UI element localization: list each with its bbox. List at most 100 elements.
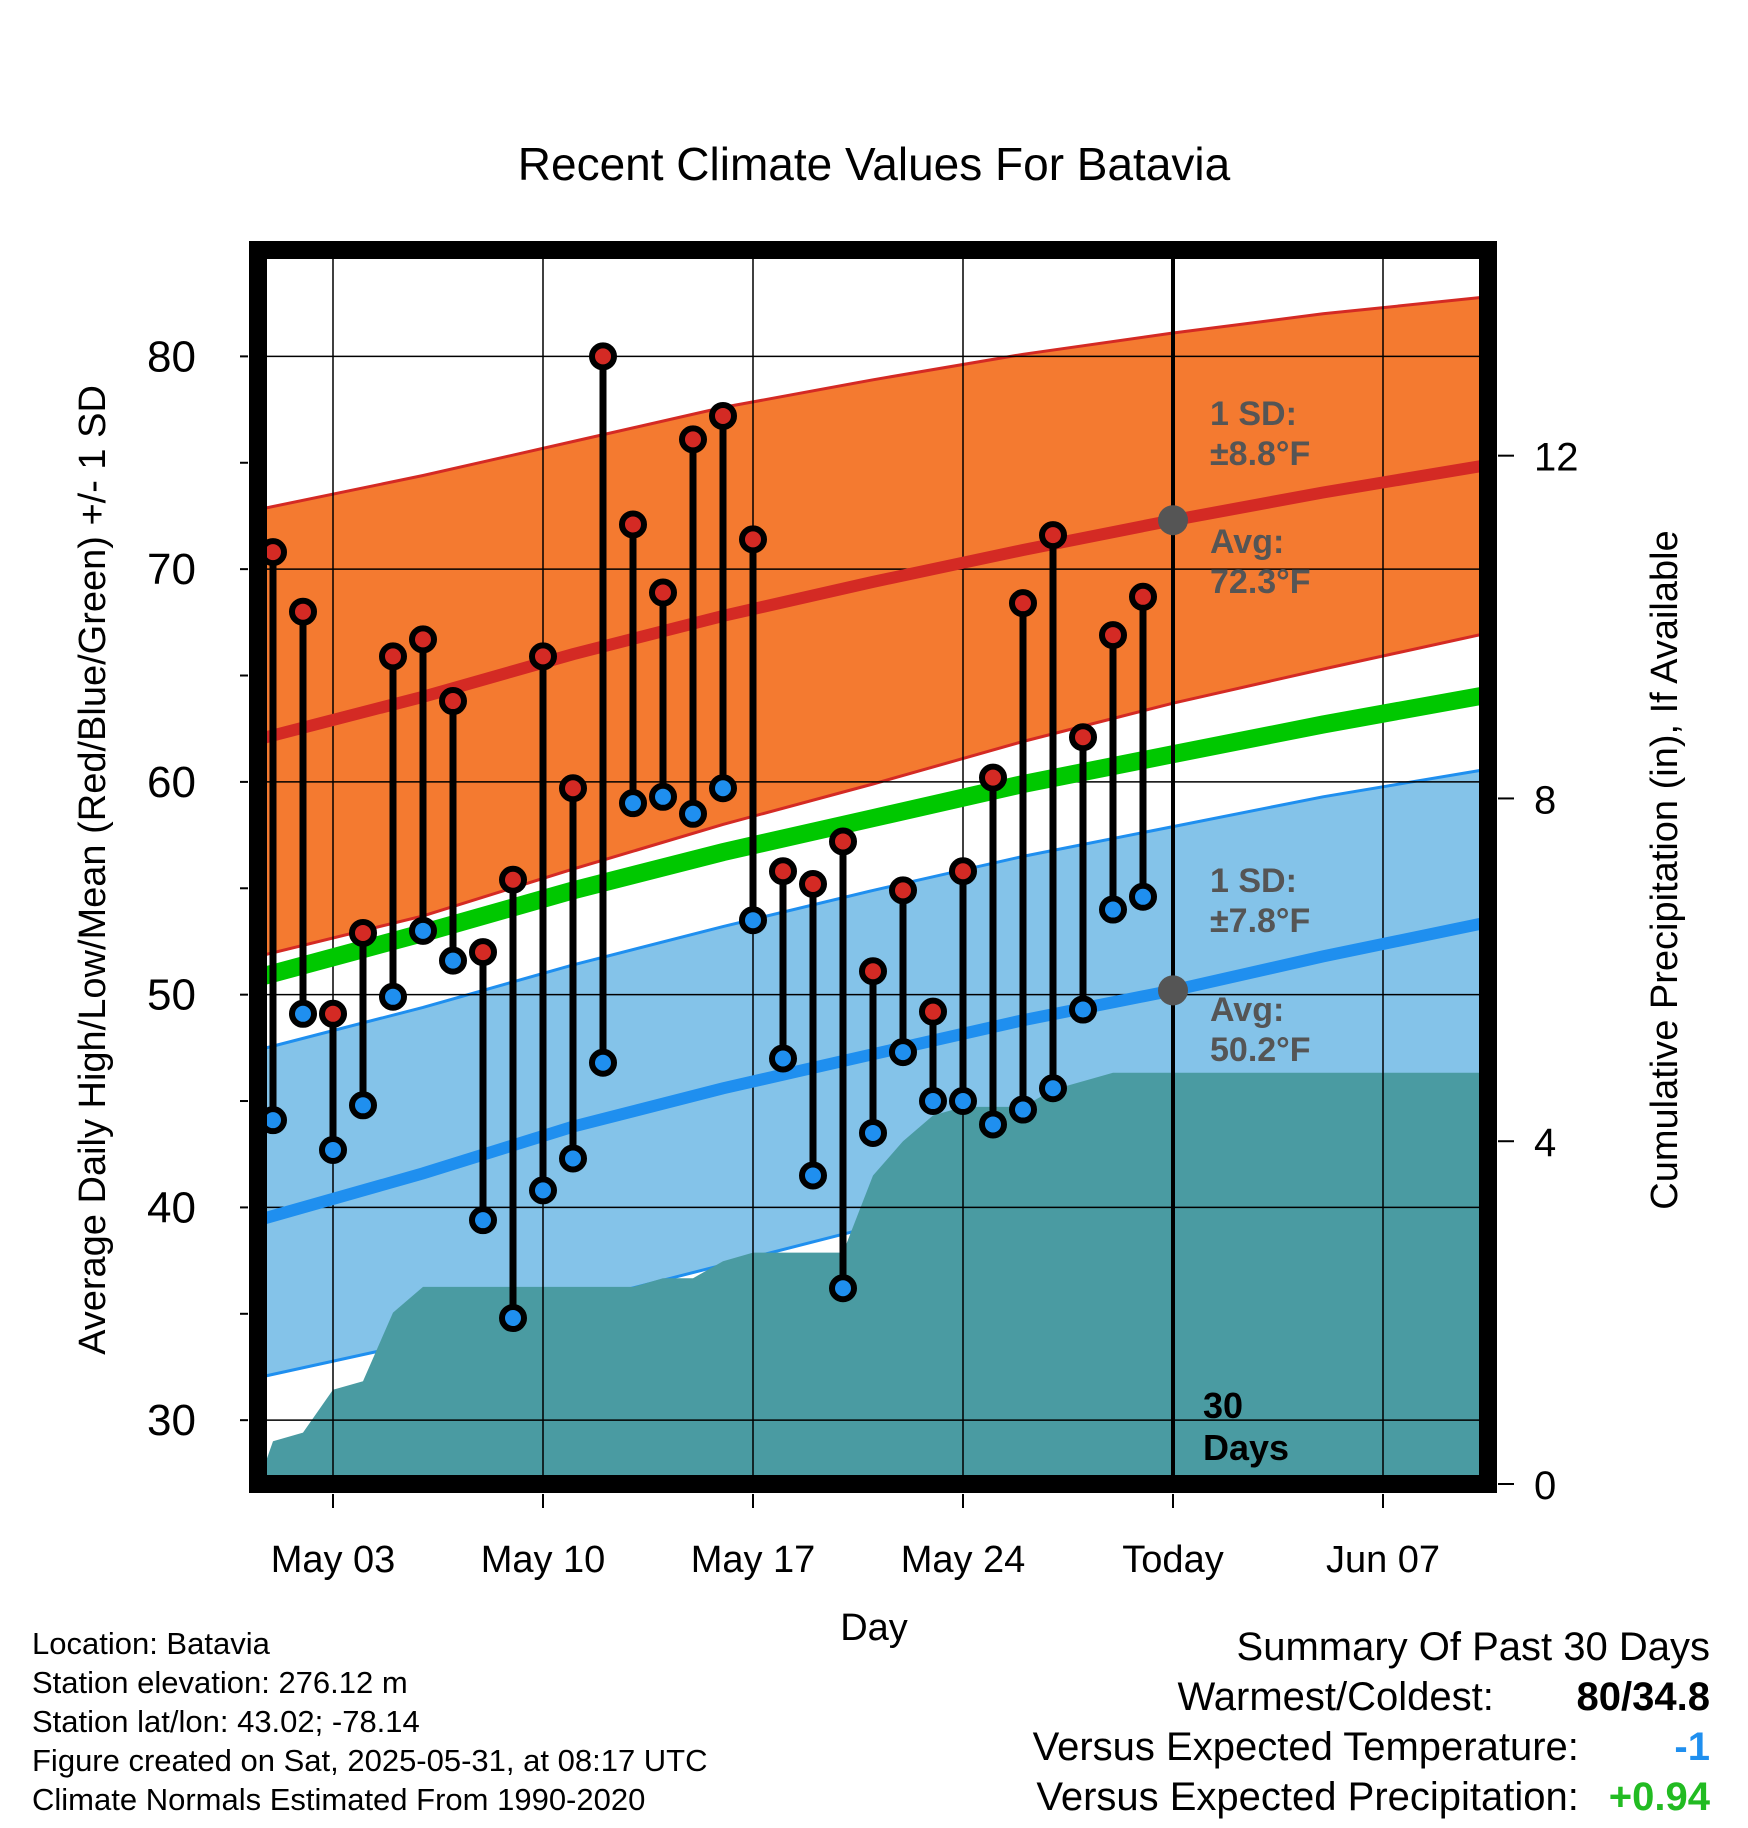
high-sd-value: ±8.8°F: [1210, 435, 1310, 473]
daily-low-point: [1009, 1095, 1037, 1124]
temp-row: Versus Expected Temperature: -1: [1033, 1722, 1710, 1772]
daily-low-point: [889, 1038, 917, 1067]
low-avg-label: Avg:: [1210, 991, 1284, 1029]
high-lower-line: [257, 631, 1489, 958]
daily-low-point: [1039, 1074, 1067, 1103]
plot-area: 30 40 50 60 70 80 0 4 8 12 May 03 May 10 May 17 May 2…: [147, 241, 1579, 1581]
daily-high-point: [739, 525, 767, 554]
daily-high-point: [799, 870, 827, 899]
daily-high-point: [409, 625, 437, 654]
window-days-number: 30: [1203, 1385, 1243, 1426]
daily-high-point: [769, 857, 797, 886]
precip-label: Versus Expected Precipitation:: [1036, 1775, 1579, 1819]
daily-low-point: [1129, 882, 1157, 911]
daily-high-point: [859, 957, 887, 986]
daily-high-point: [379, 642, 407, 671]
daily-low-point: [1099, 895, 1127, 924]
y-tick-label-right: 8: [1534, 778, 1556, 822]
daily-low-point: [979, 1110, 1007, 1139]
daily-high-point: [529, 642, 557, 671]
x-tick-label: May 03: [271, 1539, 396, 1581]
summary-panel: Summary Of Past 30 Days Warmest/Coldest:…: [1033, 1622, 1710, 1822]
y-tick-label-left: 70: [147, 545, 196, 594]
daily-high-point: [289, 597, 317, 626]
y-tick-label-right: 4: [1534, 1121, 1556, 1165]
daily-low-point: [289, 999, 317, 1028]
y-axis-label-right: Cumulative Precipitation (in), If Availa…: [1644, 530, 1686, 1209]
daily-low-point: [739, 906, 767, 935]
daily-low-point: [769, 1044, 797, 1073]
daily-low-point: [589, 1048, 617, 1077]
daily-high-point: [1069, 723, 1097, 752]
elevation-text: Station elevation: 276.12 m: [32, 1665, 408, 1700]
daily-low-point: [949, 1087, 977, 1116]
high-upper-line: [257, 295, 1489, 512]
low-sd-label: 1 SD:: [1210, 862, 1297, 900]
daily-low-point: [799, 1161, 827, 1190]
daily-low-point: [319, 1135, 347, 1164]
daily-low-point: [439, 946, 467, 975]
high-avg-value: 72.3°F: [1210, 563, 1311, 601]
plot-frame: [249, 241, 1497, 1493]
y-tick-label-right: 0: [1534, 1464, 1556, 1508]
precipitation-area: [258, 1072, 1488, 1484]
daily-high-point: [829, 827, 857, 856]
precip-value: +0.94: [1608, 1775, 1710, 1819]
window-days-unit: Days: [1203, 1427, 1289, 1468]
daily-low-point: [829, 1274, 857, 1303]
avg-mean-line: [255, 685, 1490, 987]
y-tick-label-left: 30: [147, 1396, 196, 1445]
daily-high-point: [949, 857, 977, 886]
low-sd-value: ±7.8°F: [1210, 902, 1310, 940]
daily-high-point: [319, 999, 347, 1028]
daily-high-point: [619, 510, 647, 539]
daily-high-point: [349, 918, 377, 947]
daily-high-point: [709, 401, 737, 430]
normals-text: Climate Normals Estimated From 1990-2020: [32, 1782, 646, 1817]
daily-high-point: [679, 425, 707, 454]
daily-high-point: [589, 342, 617, 371]
daily-low-point: [619, 789, 647, 818]
today-avg-high-marker: [1158, 505, 1188, 536]
low-upper-line: [257, 767, 1489, 1052]
warmest-value: 80/34.8: [1576, 1675, 1710, 1719]
station-info: Location: Batavia Station elevation: 276…: [32, 1624, 708, 1819]
x-tick-label: May 10: [481, 1539, 606, 1581]
daily-high-point: [649, 578, 677, 607]
x-tick-label: May 24: [901, 1539, 1026, 1581]
daily-low-point: [709, 774, 737, 803]
temp-label: Versus Expected Temperature:: [1032, 1725, 1579, 1769]
daily-low-point: [859, 1118, 887, 1147]
precip-row: Versus Expected Precipitation: +0.94: [1033, 1772, 1710, 1822]
created-text: Figure created on Sat, 2025-05-31, at 08…: [32, 1743, 708, 1778]
daily-high-point: [919, 997, 947, 1026]
y-tick-label-left: 50: [147, 971, 196, 1020]
avg-high-line: [256, 458, 1489, 746]
x-tick-label: Today: [1122, 1539, 1223, 1581]
daily-low-point: [919, 1087, 947, 1116]
daily-high-point: [439, 687, 467, 716]
daily-low-point: [649, 782, 677, 811]
location-text: Location: Batavia: [32, 1626, 270, 1661]
daily-high-point: [469, 938, 497, 967]
daily-low-point: [1069, 995, 1097, 1024]
low-avg-value: 50.2°F: [1210, 1031, 1311, 1069]
daily-low-point: [349, 1091, 377, 1120]
latlon-text: Station lat/lon: 43.02; -78.14: [32, 1704, 420, 1739]
y-tick-label-left: 60: [147, 758, 196, 807]
x-axis-label: Day: [840, 1607, 908, 1649]
daily-high-point: [559, 774, 587, 803]
high-sd-label: 1 SD:: [1210, 395, 1297, 433]
x-tick-label: May 17: [691, 1539, 816, 1581]
daily-high-point: [1129, 582, 1157, 611]
x-tick-label: Jun 07: [1326, 1539, 1440, 1581]
daily-low-point: [529, 1176, 557, 1205]
daily-high-point: [1099, 621, 1127, 650]
y-tick-label-left: 80: [147, 332, 196, 381]
daily-high-point: [1039, 521, 1067, 550]
daily-low-point: [559, 1144, 587, 1173]
daily-low-point: [409, 916, 437, 945]
daily-low-point: [469, 1206, 497, 1235]
chart-title: Recent Climate Values For Batavia: [518, 138, 1231, 190]
